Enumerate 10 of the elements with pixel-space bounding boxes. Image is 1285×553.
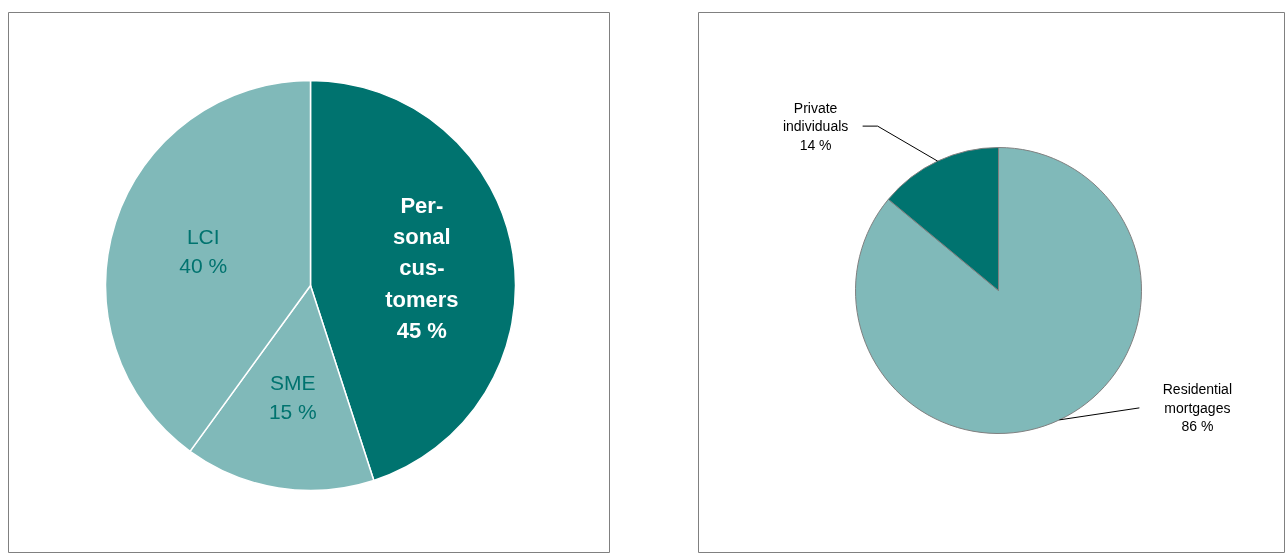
data-label: 14 %	[799, 136, 832, 153]
slice-label: LCI	[186, 224, 220, 248]
slice-label: Per- sonal cus- tomers	[385, 192, 459, 312]
data-label: 15 %	[268, 399, 317, 423]
slice-label: Residential mortgages	[1162, 381, 1233, 416]
slice-label: SME	[270, 370, 316, 394]
slice-label: Private individuals	[782, 99, 849, 135]
data-label: 86 %	[1181, 418, 1214, 435]
data-label: 45 %	[396, 317, 447, 343]
data-label: 40 %	[179, 253, 228, 277]
